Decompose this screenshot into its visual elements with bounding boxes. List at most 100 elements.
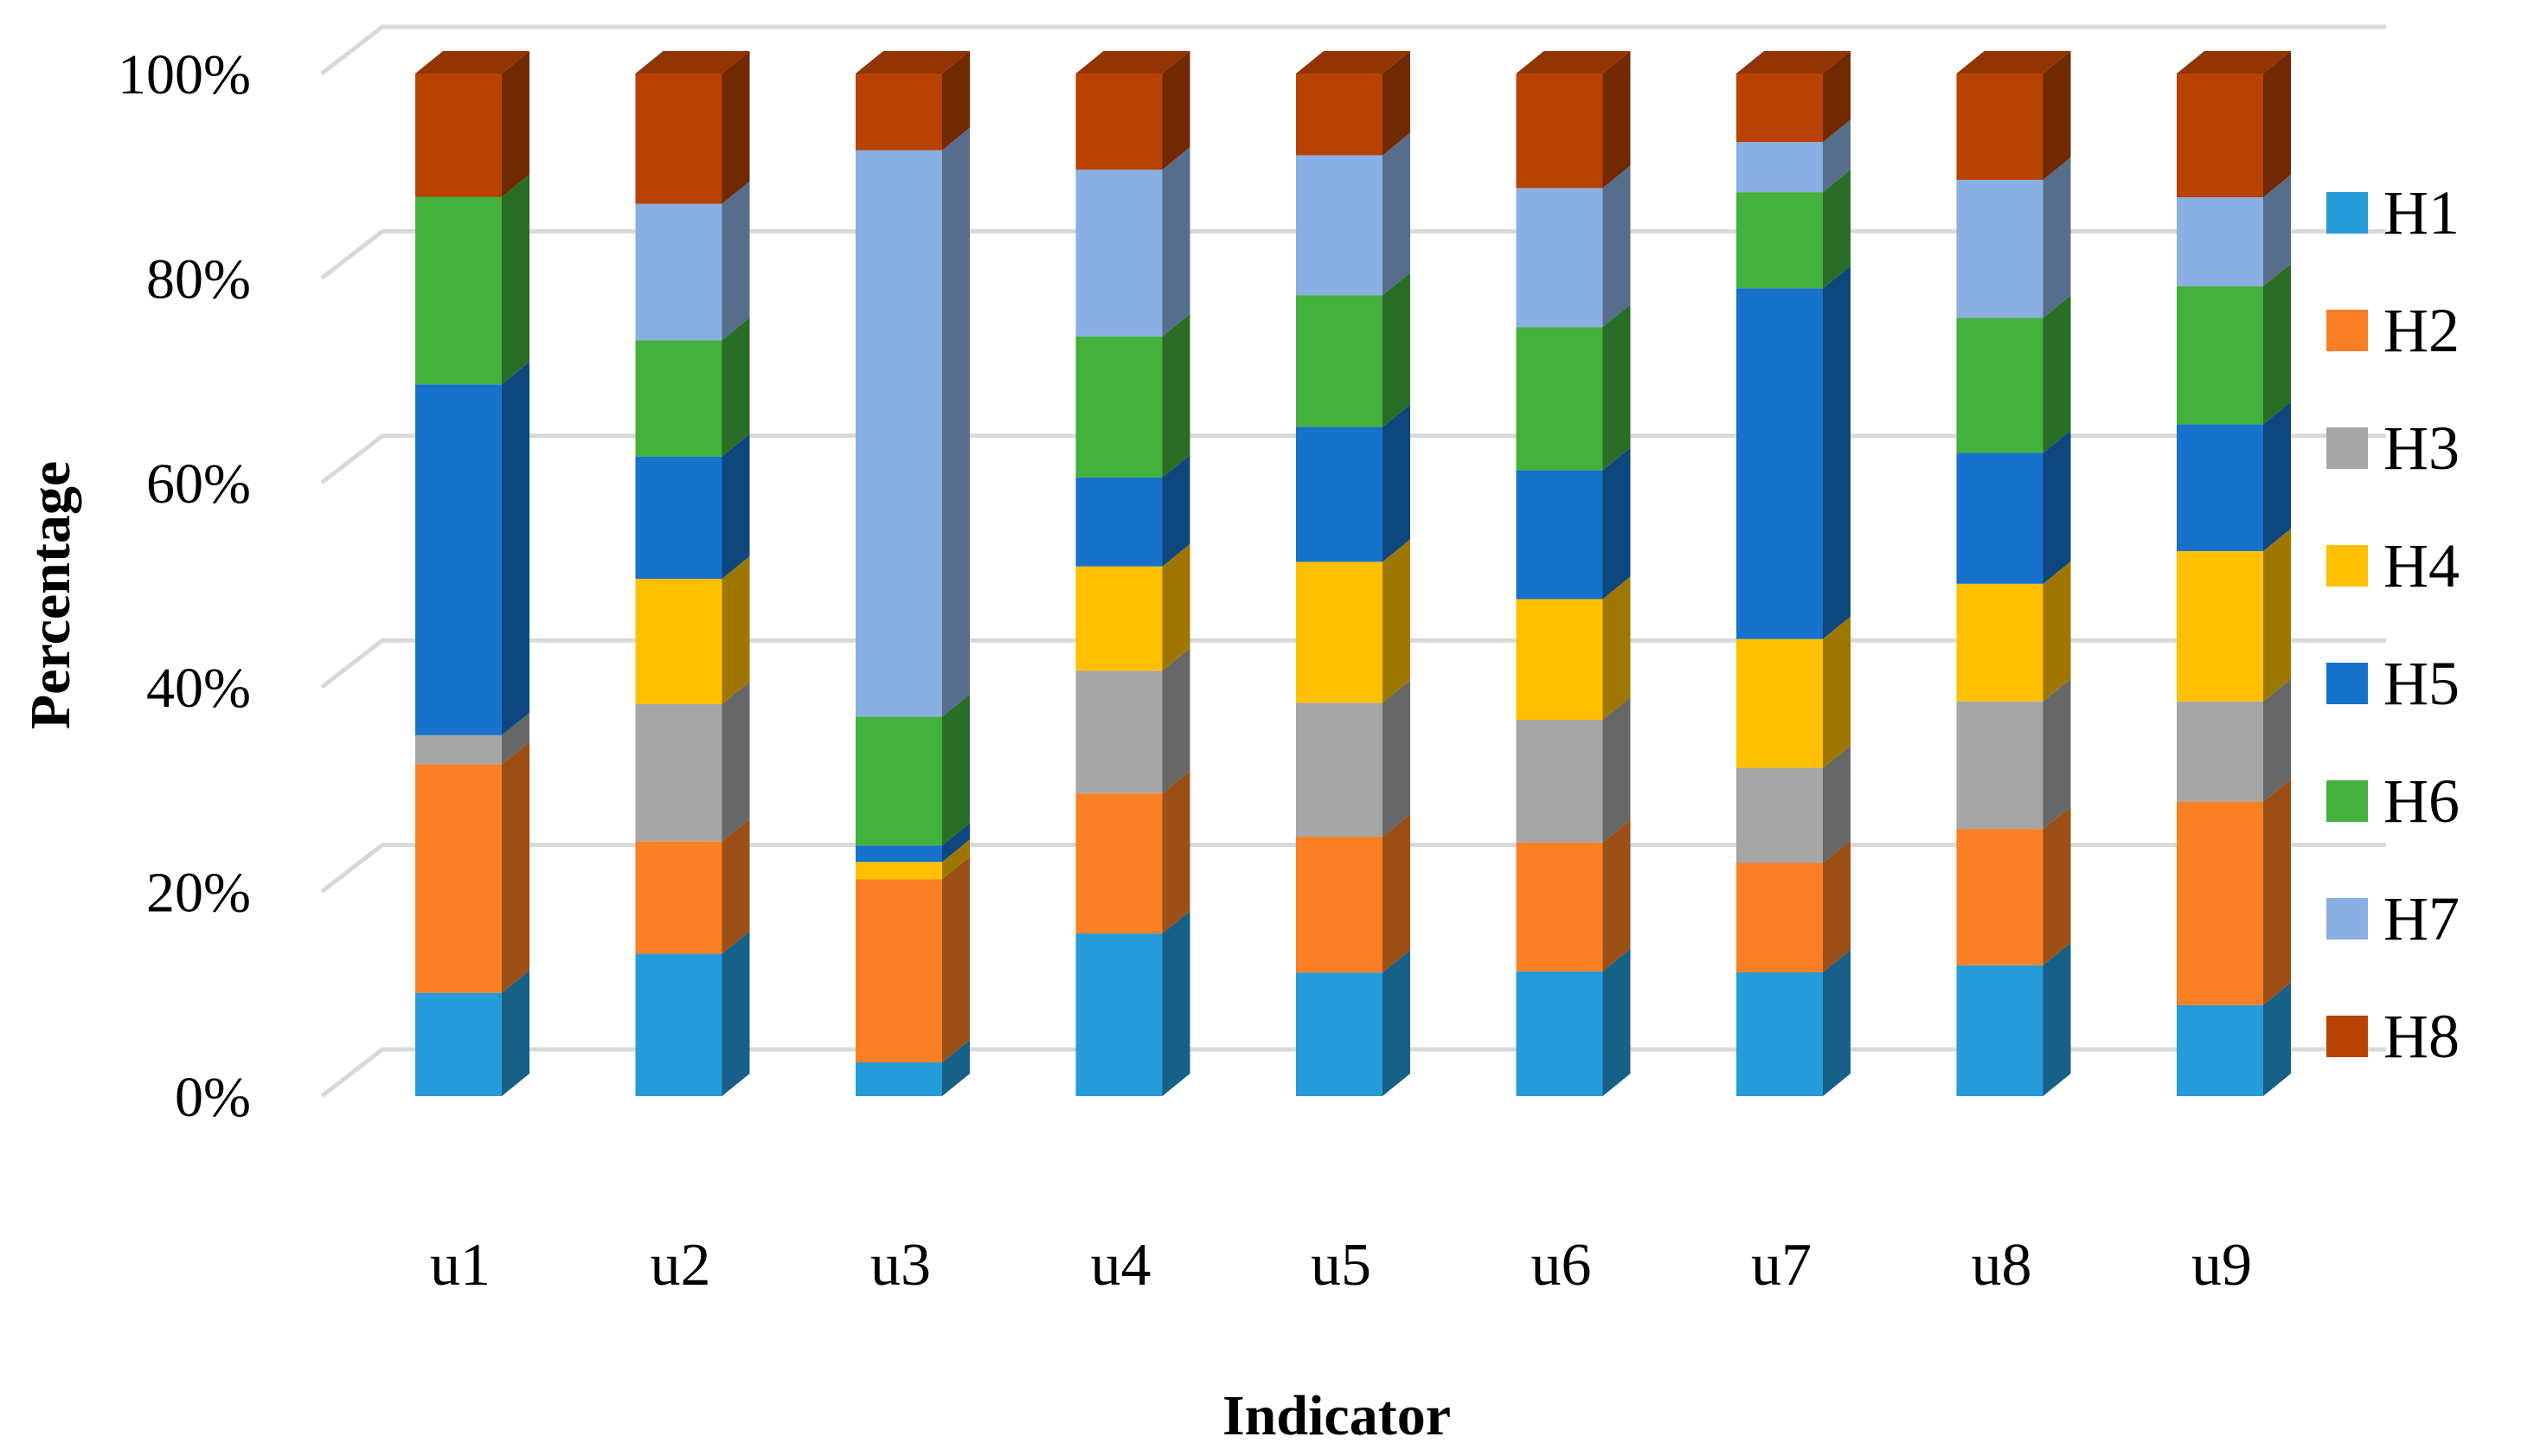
bar-side-u3-H1 xyxy=(942,1039,970,1096)
bar-side-u3-H2 xyxy=(942,856,970,1062)
bar-segment-u2-H3 xyxy=(635,703,722,842)
legend-swatch xyxy=(2326,310,2368,351)
bar-segment-u4-H3 xyxy=(1075,670,1163,794)
legend-label: H8 xyxy=(2383,1002,2460,1071)
legend-swatch xyxy=(2326,1016,2368,1057)
bar-segment-u5-H3 xyxy=(1296,702,1382,837)
legend-swatch xyxy=(2326,898,2368,940)
y-tick-label: 80% xyxy=(146,247,251,311)
x-tick-label-u7: u7 xyxy=(1751,1232,1812,1299)
bar-side-u8-H1 xyxy=(2043,942,2071,1096)
bar-side-u2-H4 xyxy=(722,556,750,704)
bar-top-u8 xyxy=(1956,51,2071,74)
bar-stack-u4 xyxy=(1075,51,1190,1096)
x-tick-label-u5: u5 xyxy=(1311,1232,1371,1299)
bar-side-u6-H7 xyxy=(1602,165,1631,328)
legend-item-H2: H2 xyxy=(2326,296,2460,365)
bar-side-u3-H5 xyxy=(942,823,970,863)
bar-side-u5-H2 xyxy=(1382,814,1410,973)
bar-side-u8-H8 xyxy=(2043,51,2071,180)
legend-swatch xyxy=(2326,663,2368,704)
bar-side-u7-H6 xyxy=(1823,170,1851,289)
bar-stack-u8 xyxy=(1956,51,2071,1096)
bar-segment-u5-H2 xyxy=(1296,837,1382,973)
x-tick-label-u1: u1 xyxy=(430,1232,491,1299)
bar-segment-u4-H4 xyxy=(1075,566,1163,671)
bar-segment-u2-H5 xyxy=(635,456,722,580)
bar-segment-u9-H8 xyxy=(2177,74,2263,198)
bar-segment-u7-H1 xyxy=(1736,972,1823,1096)
bar-side-u3-H6 xyxy=(942,694,970,846)
bar-segment-u6-H6 xyxy=(1516,327,1603,471)
bar-segment-u2-H2 xyxy=(635,841,722,954)
bar-stack-u3 xyxy=(856,51,970,1096)
x-tick-label-u2: u2 xyxy=(651,1232,711,1299)
bar-top-u6 xyxy=(1516,51,1631,74)
bar-side-u5-H1 xyxy=(1382,950,1410,1096)
bar-top-u2 xyxy=(635,51,750,74)
legend-label: H1 xyxy=(2383,178,2460,247)
bar-segment-u8-H1 xyxy=(1956,965,2043,1096)
legend-item-H5: H5 xyxy=(2326,649,2460,718)
legend-item-H7: H7 xyxy=(2326,884,2460,953)
bar-segment-u4-H1 xyxy=(1075,933,1163,1096)
bar-segment-u9-H5 xyxy=(2177,424,2263,551)
bar-side-u3-H4 xyxy=(942,839,970,880)
bar-side-u7-H4 xyxy=(1823,616,1851,768)
bar-side-u6-H1 xyxy=(1602,948,1631,1096)
bar-side-u1-H1 xyxy=(502,970,529,1096)
y-axis-ticks: 0% 20% 40% 60% 80% 100% xyxy=(118,43,251,1129)
legend-item-H4: H4 xyxy=(2326,531,2460,600)
legend-item-H8: H8 xyxy=(2326,1002,2460,1071)
bar-segment-u4-H6 xyxy=(1075,336,1163,478)
bar-side-u6-H5 xyxy=(1602,447,1631,600)
bar-side-u2-H2 xyxy=(722,818,750,954)
bar-side-u2-H7 xyxy=(722,181,750,341)
bar-side-u3-H7 xyxy=(942,127,970,717)
bar-side-u6-H6 xyxy=(1602,305,1631,471)
bar-segment-u9-H3 xyxy=(2177,701,2263,802)
gridline-5 xyxy=(320,24,2386,75)
bar-side-u6-H3 xyxy=(1602,697,1631,843)
bar-segment-u1-H6 xyxy=(415,196,502,385)
bar-segment-u3-H2 xyxy=(856,879,942,1062)
bar-segment-u7-H6 xyxy=(1736,192,1823,289)
bar-segment-u7-H7 xyxy=(1736,142,1823,193)
bar-top-u9 xyxy=(2177,51,2291,74)
bar-segment-u4-H7 xyxy=(1075,170,1163,337)
bar-side-u8-H7 xyxy=(2043,157,2071,318)
bar-side-u4-H5 xyxy=(1162,454,1190,567)
bar-segment-u4-H5 xyxy=(1075,477,1163,567)
bar-segment-u3-H8 xyxy=(856,74,942,151)
bar-segment-u5-H4 xyxy=(1296,561,1382,703)
bar-segment-u1-H2 xyxy=(415,764,502,993)
bar-side-u5-H6 xyxy=(1382,273,1410,427)
bar-side-u4-H2 xyxy=(1162,771,1190,934)
bar-segment-u3-H6 xyxy=(856,716,942,846)
bar-segment-u2-H6 xyxy=(635,340,722,457)
bar-segment-u1-H1 xyxy=(415,992,502,1096)
bar-segment-u6-H8 xyxy=(1516,74,1603,189)
x-tick-label-u9: u9 xyxy=(2191,1232,2252,1299)
bar-segment-u8-H6 xyxy=(1956,317,2043,453)
bar-side-u7-H8 xyxy=(1823,51,1851,143)
bar-side-u8-H4 xyxy=(2043,561,2071,702)
bar-segment-u5-H8 xyxy=(1296,74,1382,156)
legend-swatch xyxy=(2326,192,2368,234)
bar-side-u1-H5 xyxy=(502,362,529,735)
bar-segment-u4-H2 xyxy=(1075,793,1163,934)
bar-segment-u4-H8 xyxy=(1075,74,1163,170)
bar-side-u2-H1 xyxy=(722,931,750,1096)
bar-segment-u8-H5 xyxy=(1956,452,2043,584)
bar-stack-u2 xyxy=(635,51,750,1096)
legend-swatch xyxy=(2326,545,2368,587)
x-tick-label-u6: u6 xyxy=(1531,1232,1592,1299)
bar-side-u6-H2 xyxy=(1602,819,1631,972)
bar-segment-u8-H3 xyxy=(1956,701,2043,830)
legend-label: H4 xyxy=(2383,531,2460,600)
legend-item-H6: H6 xyxy=(2326,766,2460,836)
bar-side-u7-H3 xyxy=(1823,745,1851,863)
x-axis-title: Indicator xyxy=(1222,1384,1451,1447)
bar-top-u5 xyxy=(1296,51,1410,74)
